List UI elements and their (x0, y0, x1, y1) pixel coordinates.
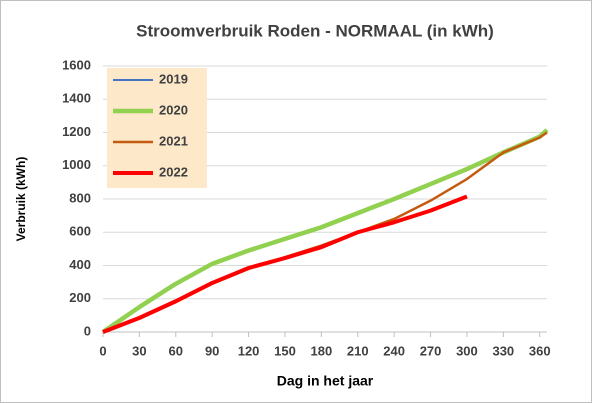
y-tick-label: 1200 (62, 124, 91, 139)
x-tick-label: 150 (274, 343, 296, 358)
legend-box (107, 68, 207, 188)
y-tick-label: 1000 (62, 157, 91, 172)
y-tick-label: 800 (69, 190, 91, 205)
y-tick-label: 200 (69, 290, 91, 305)
x-tick-label: 60 (169, 343, 183, 358)
y-tick-label: 0 (84, 323, 91, 338)
series-line (101, 128, 549, 334)
x-axis-label: Dag in het jaar (277, 373, 374, 389)
legend-label: 2022 (159, 164, 188, 179)
x-tick-label: 300 (456, 343, 478, 358)
x-tick-label: 240 (383, 343, 405, 358)
x-tick-label: 270 (420, 343, 442, 358)
x-tick-label: 120 (238, 343, 260, 358)
y-tick-label: 1600 (62, 57, 91, 72)
y-axis-label: Verbruik (kWh) (14, 157, 28, 242)
x-tick-label: 30 (132, 343, 146, 358)
legend-label: 2020 (159, 102, 188, 117)
legend-label: 2019 (159, 71, 188, 86)
x-tick-label: 210 (347, 343, 369, 358)
x-tick-label: 360 (529, 343, 551, 358)
series-line (102, 194, 468, 334)
y-tick-label: 600 (69, 224, 91, 239)
x-tick-label: 330 (492, 343, 514, 358)
y-tick-label: 1400 (62, 91, 91, 106)
x-tick-label: 90 (205, 343, 219, 358)
legend-label: 2021 (159, 133, 188, 148)
x-tick-label: 0 (99, 343, 106, 358)
y-tick-label: 400 (69, 257, 91, 272)
chart-title: Stroomverbruik Roden - NORMAAL (in kWh) (136, 21, 494, 40)
x-tick-label: 180 (311, 343, 333, 358)
